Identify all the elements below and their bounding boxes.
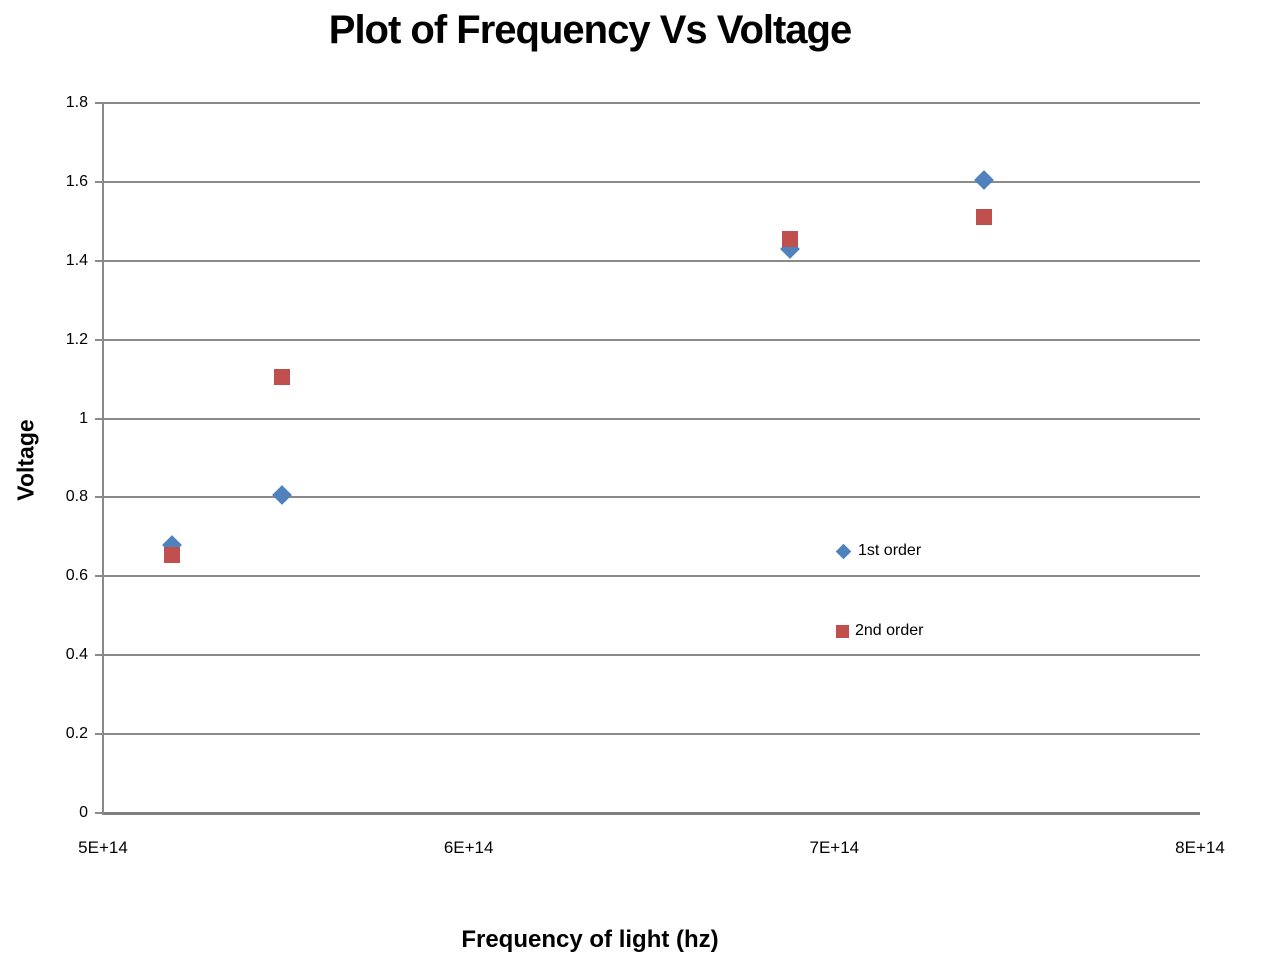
y-tick-label: 1.2 xyxy=(65,330,88,348)
legend-label: 1st order xyxy=(858,542,922,559)
legend-diamond-icon xyxy=(835,543,852,559)
x-tick-label: 8E+14 xyxy=(1175,838,1225,857)
y-tick-label: 0.2 xyxy=(65,725,88,743)
legend-label: 2nd order xyxy=(855,622,924,639)
data-point-2nd-order xyxy=(976,209,993,226)
y-tick-label: 1 xyxy=(79,409,88,427)
y-axis-tick-mark xyxy=(95,496,103,499)
gridline xyxy=(103,338,1200,341)
data-point-1st-order xyxy=(272,485,293,506)
y-tick-label: 0.6 xyxy=(65,567,88,585)
y-axis-tick-mark xyxy=(95,812,103,814)
data-point-1st-order xyxy=(974,170,995,190)
y-axis-tick-mark xyxy=(95,259,103,262)
y-tick-label: 1.8 xyxy=(65,94,88,111)
gridline xyxy=(103,654,1200,657)
y-axis-tick-mark xyxy=(95,575,103,578)
y-axis-line xyxy=(102,103,104,815)
x-axis-line xyxy=(103,812,1200,815)
y-axis-tick-mark xyxy=(95,180,103,183)
gridline xyxy=(103,575,1200,578)
gridline xyxy=(103,733,1200,736)
x-tick-label: 6E+14 xyxy=(443,838,494,857)
x-tick-label: 5E+14 xyxy=(78,838,128,857)
gridline xyxy=(103,417,1200,420)
y-axis-tick-mark xyxy=(95,102,103,104)
data-point-2nd-order xyxy=(782,231,799,248)
data-point-2nd-order xyxy=(274,369,291,386)
chart-title: Plot of Frequency Vs Voltage xyxy=(328,8,852,52)
y-tick-label: 0.8 xyxy=(65,488,88,506)
y-axis-tick-mark xyxy=(95,417,103,420)
x-tick-label: 7E+14 xyxy=(809,838,860,857)
gridline xyxy=(103,102,1200,104)
y-tick-label: 0.4 xyxy=(65,646,88,664)
data-point-2nd-order xyxy=(164,546,181,563)
y-axis-tick-mark xyxy=(95,654,103,657)
legend-square-icon xyxy=(836,624,849,638)
y-tick-label: 1.6 xyxy=(65,172,88,190)
y-tick-label: 0 xyxy=(79,804,88,821)
gridline xyxy=(103,180,1200,183)
y-tick-label: 1.4 xyxy=(65,251,88,269)
gridline xyxy=(103,259,1200,262)
legend-item-2nd-order: 2nd order xyxy=(836,619,924,643)
y-axis-tick-mark xyxy=(95,338,103,341)
y-axis-tick-mark xyxy=(95,733,103,736)
x-axis-title: Frequency of light (hz) xyxy=(461,926,719,953)
legend-item-1st-order: 1st order xyxy=(835,539,922,563)
gridline xyxy=(103,496,1200,499)
